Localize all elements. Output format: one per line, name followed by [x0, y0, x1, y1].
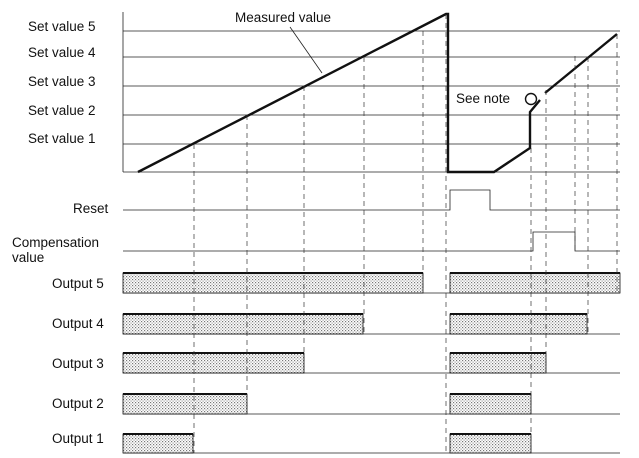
set-value-2-label: Set value 2 — [28, 103, 96, 118]
see-note-label: See note — [456, 91, 510, 106]
note-marker-circle — [524, 92, 538, 106]
output-2-on-period-1 — [122, 393, 248, 415]
output-5-on-period-1 — [122, 272, 424, 294]
output-4-label: Output 4 — [52, 316, 104, 331]
output-4-on-period-1 — [122, 313, 364, 335]
compensation-label-line-1: Compensation — [12, 235, 99, 250]
compensation-label-line-2: value — [12, 250, 44, 265]
output-3-on-period-2 — [449, 352, 547, 374]
output-1-on-period-2 — [449, 433, 532, 454]
measured-value-label: Measured value — [235, 10, 331, 25]
output-1-on-period-1 — [122, 433, 194, 454]
output-3-on-period-1 — [122, 352, 305, 374]
output-3-label: Output 3 — [52, 356, 104, 371]
set-value-4-label: Set value 4 — [28, 45, 96, 60]
set-value-5-label: Set value 5 — [28, 19, 96, 34]
measured-value-ramp-after-compensation — [544, 33, 618, 94]
set-value-3-label: Set value 3 — [28, 74, 96, 89]
compensation-value-signal — [123, 231, 620, 252]
output-2-on-period-2 — [449, 393, 532, 415]
reset-label: Reset — [73, 201, 109, 216]
measured-value-pointer — [289, 26, 323, 74]
set-value-1-label: Set value 1 — [28, 131, 96, 146]
reset-signal — [123, 189, 620, 211]
output-5-on-period-2 — [449, 272, 621, 294]
output-1-label: Output 1 — [52, 431, 104, 446]
output-2-label: Output 2 — [52, 396, 104, 411]
output-4-on-period-2 — [449, 313, 588, 335]
output-5-label: Output 5 — [52, 276, 104, 291]
